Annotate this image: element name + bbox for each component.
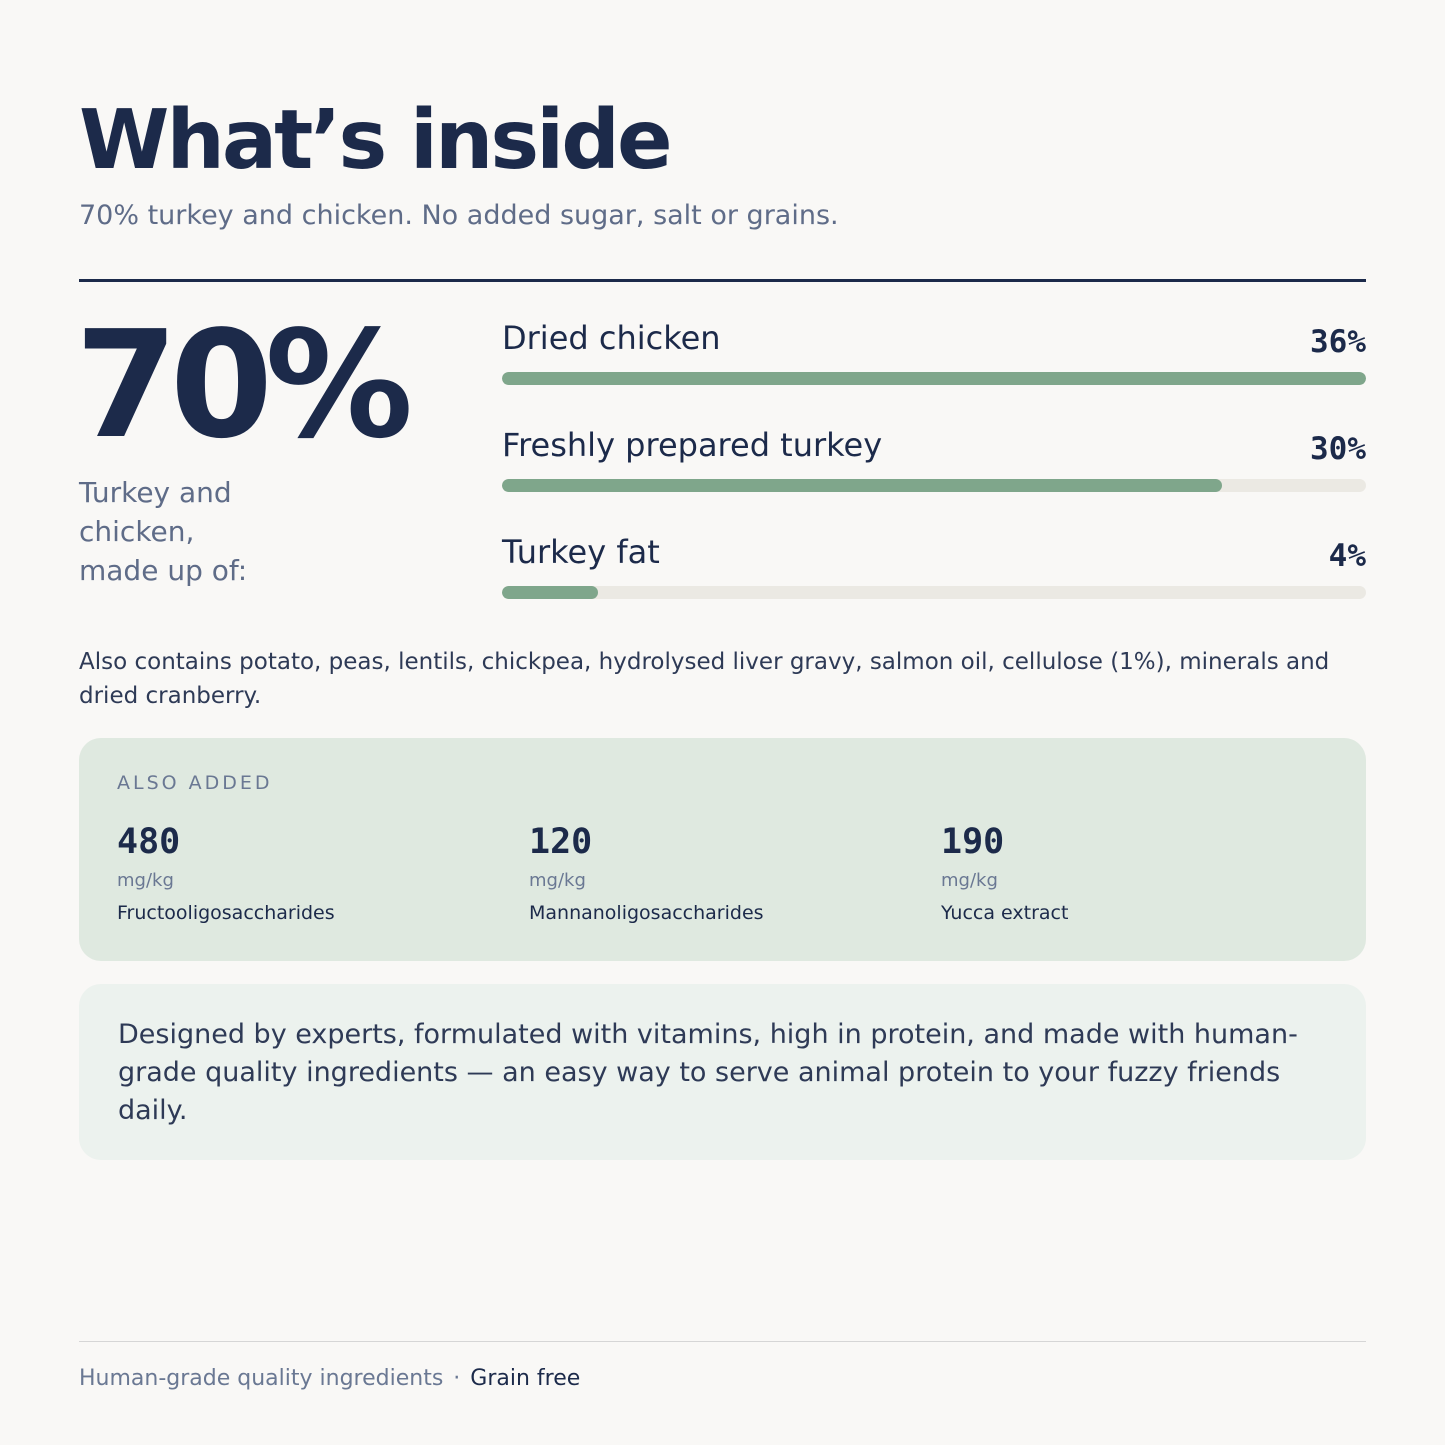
- added-unit: mg/kg: [529, 869, 586, 891]
- ingredient-name: Turkey fat: [502, 533, 660, 571]
- ingredient-name: Dried chicken: [502, 319, 721, 357]
- added-item: 190 mg/kg Yucca extract: [941, 820, 1341, 926]
- added-amount: 190: [941, 822, 1005, 862]
- added-amount: 480: [117, 822, 181, 862]
- footer-separator: ·: [453, 1366, 461, 1391]
- added-amount: 120: [529, 822, 593, 862]
- ingredient-percent: 36%: [1310, 324, 1366, 360]
- total-caption-line: Turkey and: [79, 476, 232, 509]
- ingredient-percent: 4%: [1328, 538, 1366, 574]
- whats-inside-page: What’s inside 70% turkey and chicken. No…: [75, 0, 1366, 1445]
- added-unit: mg/kg: [941, 869, 998, 891]
- ingredient-row: Dried chicken 36%: [502, 318, 1366, 425]
- also-added-card: ALSO ADDED 480 mg/kg Fructooligosacchari…: [79, 738, 1366, 961]
- also-contains-text: Also contains potato, peas, lentils, chi…: [79, 649, 1330, 709]
- total-percent: 70%: [75, 299, 413, 471]
- designed-text: Designed by experts, formulated with vit…: [118, 1019, 1298, 1126]
- added-item: 480 mg/kg Fructooligosaccharides: [117, 820, 517, 926]
- added-item: 120 mg/kg Mannanoligosaccharides: [529, 820, 929, 926]
- ingredient-bar-fill: [502, 479, 1222, 492]
- designed-card: Designed by experts, formulated with vit…: [79, 984, 1366, 1160]
- added-name: Yucca extract: [941, 901, 1069, 924]
- total-caption: Turkey and chicken, made up of:: [79, 473, 299, 590]
- footer-tag: Grain free: [470, 1366, 581, 1391]
- footer-divider: [79, 1341, 1366, 1342]
- ingredient-name: Freshly prepared turkey: [502, 426, 883, 464]
- added-unit: mg/kg: [117, 869, 174, 891]
- footer-tag: Human-grade quality ingredients: [79, 1366, 444, 1391]
- total-caption-line: chicken,: [79, 515, 195, 548]
- ingredient-bar-track: [502, 479, 1366, 492]
- ingredient-bar-track: [502, 372, 1366, 385]
- ingredient-bar-track: [502, 586, 1366, 599]
- footer: Human-grade quality ingredients · Grain fr…: [79, 1365, 580, 1394]
- total-caption-line: made up of:: [79, 554, 248, 587]
- ingredient-row: Turkey fat 4%: [502, 532, 1366, 639]
- ingredient-row: Freshly prepared turkey 30%: [502, 425, 1366, 532]
- ingredient-bar-fill: [502, 586, 598, 599]
- page-subtitle: 70% turkey and chicken. No added sugar, …: [79, 200, 839, 231]
- added-name: Fructooligosaccharides: [117, 901, 335, 924]
- header-divider: [79, 279, 1366, 282]
- ingredient-bar-fill: [502, 372, 1366, 385]
- also-added-label: ALSO ADDED: [117, 772, 273, 794]
- ingredient-percent: 30%: [1310, 431, 1366, 467]
- page-title: What’s inside: [79, 93, 673, 188]
- ingredient-bars: Dried chicken 36% Freshly prepared turke…: [502, 318, 1366, 639]
- added-name: Mannanoligosaccharides: [529, 901, 764, 924]
